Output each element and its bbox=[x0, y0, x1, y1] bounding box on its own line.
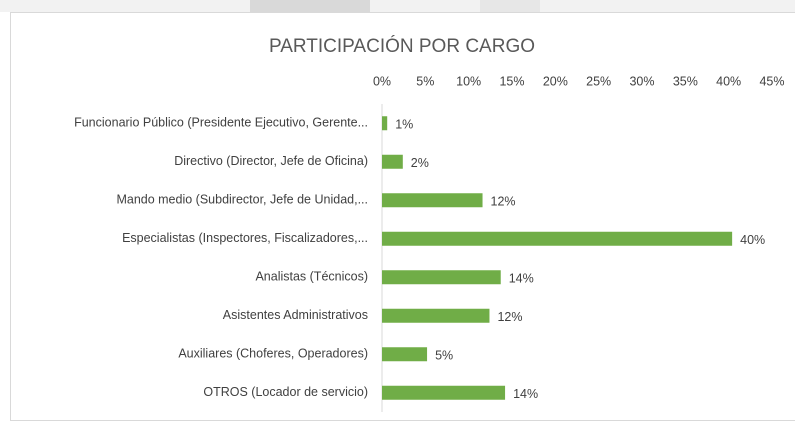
y-tick-label: Asistentes Administrativos bbox=[223, 308, 368, 322]
x-tick-label: 30% bbox=[629, 74, 654, 88]
y-tick-label: Funcionario Público (Presidente Ejecutiv… bbox=[74, 116, 368, 130]
x-tick-label: 15% bbox=[499, 74, 524, 88]
data-label: 40% bbox=[740, 233, 765, 247]
data-label: 12% bbox=[497, 310, 522, 324]
x-tick-label: 35% bbox=[673, 74, 698, 88]
data-label: 14% bbox=[509, 272, 534, 286]
x-tick-label: 0% bbox=[373, 74, 391, 88]
data-label: 5% bbox=[435, 349, 453, 363]
bar bbox=[382, 231, 733, 246]
bar bbox=[382, 308, 490, 323]
bar bbox=[382, 385, 506, 400]
bar bbox=[382, 154, 403, 169]
x-tick-label: 5% bbox=[416, 74, 434, 88]
x-tick-label: 10% bbox=[456, 74, 481, 88]
data-label: 1% bbox=[395, 118, 413, 132]
x-tick-label: 25% bbox=[586, 74, 611, 88]
y-tick-label: Especialistas (Inspectores, Fiscalizador… bbox=[122, 231, 368, 245]
bar bbox=[382, 347, 428, 362]
y-tick-label: OTROS (Locador de servicio) bbox=[203, 385, 368, 399]
chart-title: PARTICIPACIÓN POR CARGO bbox=[269, 35, 535, 57]
bar bbox=[382, 116, 388, 131]
y-tick-label: Directivo (Director, Jefe de Oficina) bbox=[174, 154, 368, 168]
top-strip bbox=[0, 0, 795, 12]
data-label: 2% bbox=[411, 156, 429, 170]
data-label: 12% bbox=[491, 195, 516, 209]
y-tick-label: Auxiliares (Choferes, Operadores) bbox=[178, 347, 368, 361]
x-tick-label: 20% bbox=[543, 74, 568, 88]
x-tick-label: 40% bbox=[716, 74, 741, 88]
bar bbox=[382, 193, 483, 208]
chart-border bbox=[10, 12, 795, 421]
header-shape bbox=[250, 0, 370, 12]
header-shape bbox=[480, 0, 540, 12]
y-tick-label: Analistas (Técnicos) bbox=[255, 270, 368, 284]
bar bbox=[382, 270, 501, 285]
data-label: 14% bbox=[513, 387, 538, 401]
x-tick-label: 45% bbox=[759, 74, 784, 88]
y-tick-label: Mando medio (Subdirector, Jefe de Unidad… bbox=[116, 193, 368, 207]
